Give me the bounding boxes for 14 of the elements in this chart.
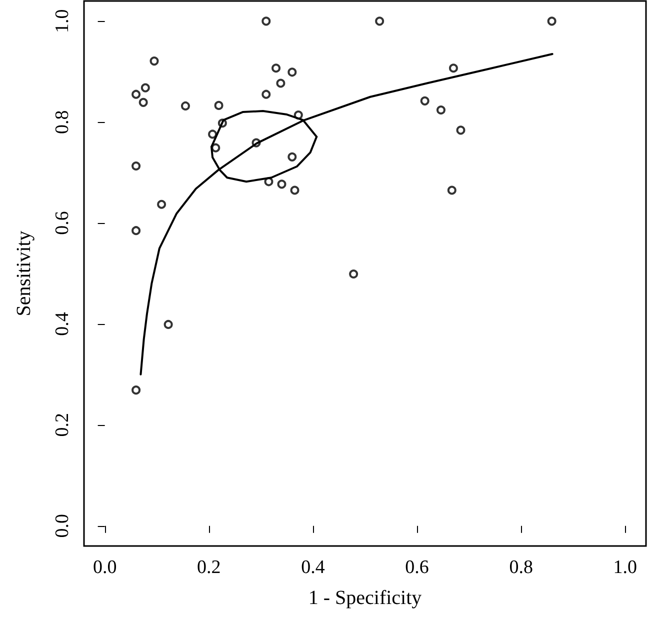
x-tick-label: 1.0	[613, 557, 638, 578]
x-tick-label: 0.0	[92, 557, 117, 578]
y-axis-title: Sensitivity	[13, 230, 35, 316]
x-tick-label: 0.2	[197, 557, 221, 578]
y-tick-label: 0.6	[52, 211, 73, 235]
x-tick-label: 0.4	[301, 557, 326, 578]
x-tick-label: 0.6	[405, 557, 429, 578]
x-tick-label: 0.8	[509, 557, 533, 578]
y-tick-label: 1.0	[52, 9, 73, 34]
y-tick-label: 0.8	[52, 110, 73, 134]
y-tick-label: 0.4	[52, 312, 73, 336]
y-tick-label: 0.0	[52, 514, 73, 538]
y-tick-label: 0.2	[52, 413, 73, 437]
x-axis-title: 1 - Specificity	[308, 587, 422, 609]
